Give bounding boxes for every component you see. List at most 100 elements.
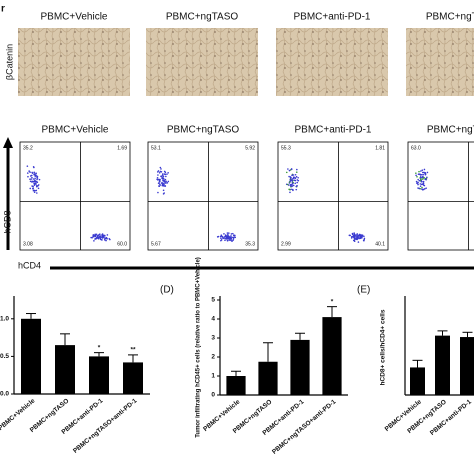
y-axis-label: hCD8+ cells/hCD4+ cells [380, 309, 387, 385]
cell-dot [165, 175, 167, 178]
cell-dot [360, 236, 362, 239]
cell-dot [421, 186, 423, 189]
cell-dot [36, 185, 38, 188]
cell-dot [421, 178, 424, 180]
cell-dot [33, 184, 36, 186]
cell-dot [352, 236, 355, 238]
cell-dot [424, 173, 427, 175]
bar [21, 318, 41, 394]
cell-dot [167, 171, 169, 174]
cell-dot [105, 239, 107, 242]
cell-dot [227, 236, 230, 238]
cell-dot [159, 166, 162, 169]
histology-image [18, 28, 130, 96]
cell-dot [417, 181, 419, 184]
cell-dot [226, 232, 229, 234]
cell-dot [293, 176, 295, 179]
bar [322, 317, 342, 395]
cell-dot [418, 187, 420, 190]
cell-dot [222, 237, 225, 239]
cell-dot [158, 171, 161, 174]
cell-dot [421, 169, 424, 172]
significance: ** [130, 347, 136, 354]
cell-dot [161, 174, 164, 176]
panel-title: PBMC+ngTASO [166, 12, 239, 23]
cell-dot [31, 181, 33, 183]
cell-dot [422, 182, 424, 185]
quadrant-value: 1.69 [117, 145, 127, 151]
cell-dot [34, 173, 36, 176]
cell-dot [286, 183, 289, 186]
cell-dot [356, 234, 358, 237]
cell-dot [292, 189, 294, 192]
histology-image [406, 28, 474, 96]
plot-frame [19, 141, 131, 251]
cell-dot [160, 175, 163, 178]
cell-dot [33, 171, 36, 174]
cell-dot [297, 176, 299, 179]
plot-frame [277, 141, 389, 251]
quadrant-value: 5.92 [245, 145, 255, 151]
cell-dot [418, 173, 421, 175]
cell-dot [217, 235, 220, 238]
row-label: βCatenin [4, 44, 14, 80]
cell-dot [361, 235, 364, 237]
cell-dot [291, 182, 294, 185]
cell-dot [157, 191, 159, 194]
cell-dot [425, 178, 428, 181]
cell-dot [363, 235, 365, 238]
cell-dot [355, 236, 358, 238]
cell-dot [296, 168, 298, 171]
bar [123, 362, 143, 394]
bar [410, 367, 425, 395]
cell-dot [32, 166, 35, 168]
cell-dot [356, 233, 359, 235]
cell-dot [156, 171, 159, 173]
cell-dot [415, 172, 417, 174]
y-tick-label: 0.0 [0, 391, 9, 398]
plot-frame [147, 141, 259, 251]
cell-dot [35, 172, 37, 175]
cell-dot [103, 234, 106, 237]
cell-dot [295, 175, 298, 178]
cell-dot [294, 182, 297, 185]
cell-dot [288, 175, 290, 178]
cell-dot [93, 240, 95, 242]
cell-dot [99, 237, 102, 240]
plot-frame [407, 141, 474, 251]
cell-dot [104, 237, 106, 240]
cell-dot [92, 234, 95, 236]
cell-dot [226, 237, 229, 240]
bar [89, 356, 109, 394]
cell-dot [228, 239, 230, 241]
cell-dot [288, 169, 291, 172]
cell-dot [289, 188, 291, 191]
cell-dot [157, 174, 159, 176]
cell-dot [234, 236, 237, 239]
cell-dot [101, 237, 104, 239]
cell-dot [423, 177, 425, 179]
panel-title: PBMC+ngTASO [167, 125, 240, 136]
cell-dot [363, 237, 366, 240]
panel-label: (D) [160, 285, 174, 296]
quadrant-value: 1.81 [375, 145, 385, 151]
cell-dot [162, 173, 164, 175]
cell-dot [156, 178, 158, 181]
cell-dot [163, 170, 166, 173]
cell-dot [231, 240, 233, 243]
cell-dot [419, 175, 422, 178]
cell-dot [348, 234, 351, 237]
quadrant-value: 63.0 [411, 145, 421, 151]
cell-dot [95, 233, 98, 236]
cell-dot [221, 235, 224, 238]
cell-dot [34, 177, 36, 180]
cell-dot [220, 237, 222, 240]
cell-dot [227, 233, 229, 236]
cell-dot [227, 232, 230, 234]
cell-dot [285, 171, 288, 174]
cell-dot [33, 191, 36, 194]
histology-image [146, 28, 258, 96]
cell-dot [297, 179, 300, 182]
cell-dot [351, 233, 354, 236]
quadrant-value: 2.99 [281, 241, 291, 247]
